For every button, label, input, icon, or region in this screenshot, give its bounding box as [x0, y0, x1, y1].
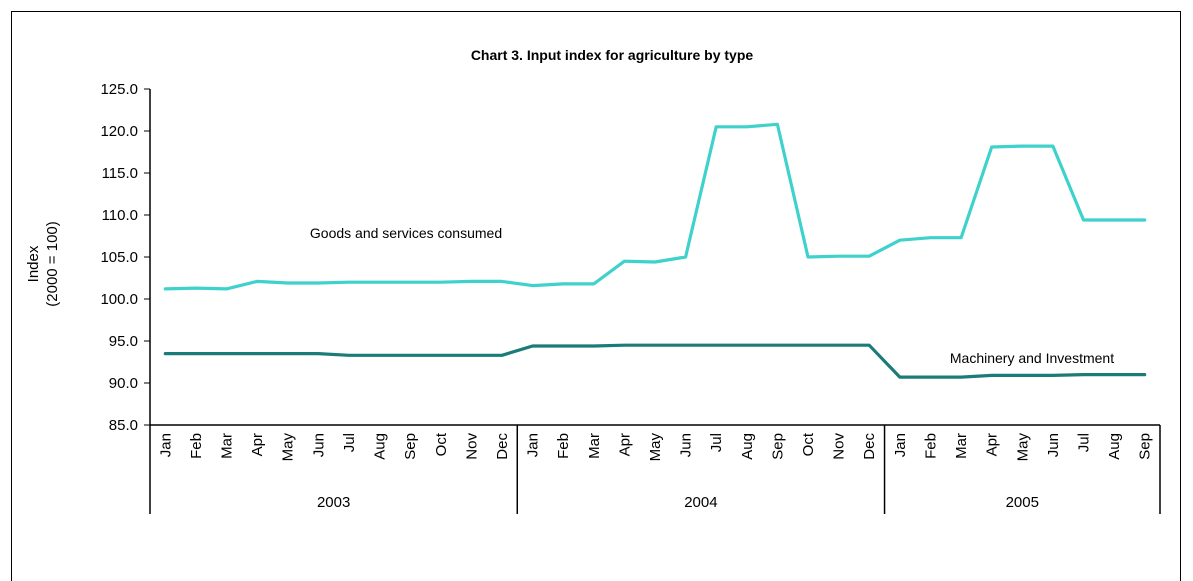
y-tick-label: 125.0 [100, 81, 138, 98]
x-year-label: 2004 [684, 494, 717, 511]
x-month-label: Mar [953, 433, 970, 459]
x-month-label: May [647, 433, 664, 462]
x-month-label: Oct [433, 432, 450, 456]
x-month-label: Sep [769, 433, 786, 460]
x-month-label: Jun [1045, 433, 1062, 457]
x-month-label: Jul [341, 433, 358, 452]
x-month-label: Apr [616, 433, 633, 456]
x-month-label: Jan [157, 433, 174, 457]
x-month-label: Dec [494, 433, 511, 460]
series-line-goods [163, 122, 1147, 291]
x-month-label: Jun [678, 433, 695, 457]
series-lines [163, 122, 1147, 379]
x-month-label: Jun [310, 433, 327, 457]
x-month-label: Dec [861, 433, 878, 460]
y-tick-label: 115.0 [102, 165, 138, 182]
x-month-label: Apr [249, 433, 266, 456]
x-month-label: Mar [586, 433, 603, 459]
series-line-machinery [163, 343, 1147, 379]
x-year-label: 2005 [1006, 494, 1039, 511]
axes: 125.0 120.0 115.0 110.0 105.0 100.0 95.0 90.0 85… [100, 81, 1161, 514]
y-tick-label: 120.0 [100, 123, 138, 140]
x-month-label: Feb [922, 433, 939, 459]
x-month-label: Aug [739, 433, 756, 460]
y-tick-label: 105.0 [100, 249, 138, 266]
x-month-label: Oct [800, 432, 817, 456]
x-month-label: Jul [1075, 433, 1092, 452]
series-label-machinery: Machinery and Investment [950, 350, 1114, 366]
x-month-label: Jan [892, 433, 909, 457]
x-month-label: Feb [555, 433, 572, 459]
x-month-label: May [1014, 433, 1031, 462]
x-month-label: Aug [1106, 433, 1123, 460]
x-year-label: 2003 [317, 494, 350, 511]
y-tick-label: 100.0 [100, 291, 138, 308]
x-month-label: Nov [463, 433, 480, 460]
x-month-label: Sep [1137, 433, 1154, 460]
y-tick-label: 90.0 [109, 375, 138, 392]
x-month-label: Mar [219, 433, 236, 459]
chart-frame [11, 11, 1181, 581]
x-month-label: Feb [188, 433, 205, 459]
x-month-label: Aug [372, 433, 389, 460]
y-axis-label-line2: (2000 = 100) [44, 221, 61, 306]
y-tick-label: 95.0 [109, 333, 138, 350]
x-month-label: Jan [525, 433, 542, 457]
y-tick-label: 110.0 [102, 207, 138, 224]
x-month-label: Nov [831, 433, 848, 460]
chart-title: Chart 3. Input index for agriculture by … [471, 47, 754, 63]
x-month-label: May [280, 433, 297, 462]
series-label-goods: Goods and services consumed [310, 225, 502, 241]
x-month-label: Sep [402, 433, 419, 460]
x-month-label: Apr [984, 433, 1001, 456]
y-tick-label: 85.0 [109, 417, 138, 434]
x-month-label: Jul [708, 433, 725, 452]
y-axis-label-line1: Index [25, 245, 42, 282]
